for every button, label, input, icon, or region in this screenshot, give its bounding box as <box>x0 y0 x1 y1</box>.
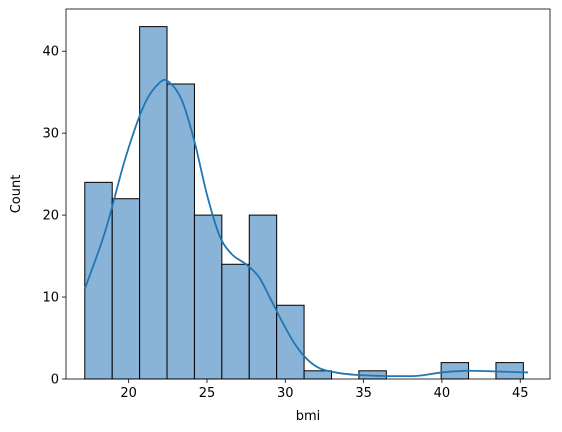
y-tick-label: 30 <box>42 127 59 142</box>
y-tick-label: 40 <box>42 45 59 60</box>
plot-frame <box>65 8 551 380</box>
x-tick-label: 40 <box>434 386 451 401</box>
histogram-bars <box>84 26 524 380</box>
histogram-bar <box>193 214 223 380</box>
y-tick-label: 0 <box>51 373 59 388</box>
histogram-bar <box>84 181 113 380</box>
x-tick-label: 30 <box>277 386 294 401</box>
x-tick-label: 35 <box>355 386 372 401</box>
histogram-bar <box>139 26 168 380</box>
x-axis-ticks: 20 25 30 35 40 45 <box>120 379 529 401</box>
x-axis-label: bmi <box>296 409 321 424</box>
x-tick-label: 20 <box>120 386 137 401</box>
y-tick-label: 10 <box>42 291 59 306</box>
x-tick-label: 25 <box>199 386 216 401</box>
y-axis-label: Count <box>9 175 24 214</box>
x-tick-label: 45 <box>512 386 529 401</box>
histogram-bar <box>111 198 141 380</box>
histogram-bar <box>221 263 250 380</box>
histogram-bar <box>303 370 332 380</box>
kde-curve <box>83 78 529 378</box>
histogram-bar <box>248 214 278 380</box>
y-tick-label: 20 <box>42 209 59 224</box>
y-axis-ticks: 0 10 20 30 40 <box>42 45 66 388</box>
histogram-bar <box>166 83 195 380</box>
histogram-bar <box>276 304 305 380</box>
